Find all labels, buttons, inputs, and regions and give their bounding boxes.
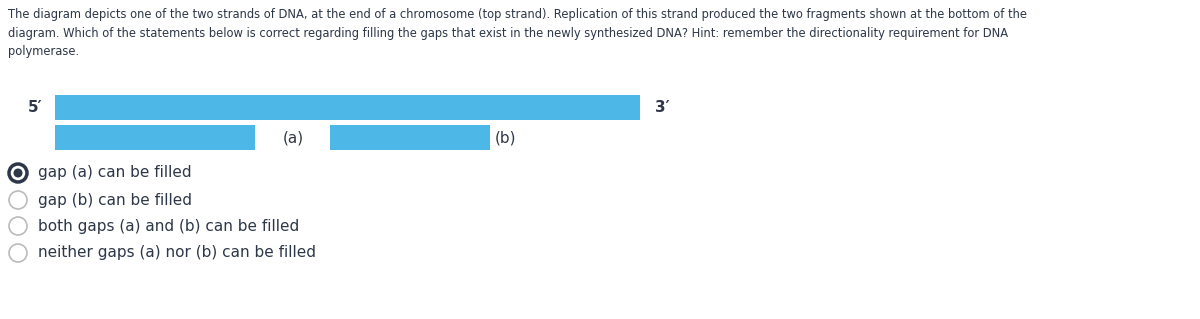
Bar bbox=[55, 95, 640, 120]
Ellipse shape bbox=[10, 244, 28, 262]
Ellipse shape bbox=[10, 217, 28, 235]
Text: (b): (b) bbox=[494, 130, 516, 145]
Text: gap (a) can be filled: gap (a) can be filled bbox=[38, 166, 192, 181]
Text: 5′: 5′ bbox=[28, 100, 42, 115]
Bar bbox=[55, 125, 256, 150]
Text: (a): (a) bbox=[282, 130, 304, 145]
Bar bbox=[330, 125, 490, 150]
Text: The diagram depicts one of the two strands of DNA, at the end of a chromosome (t: The diagram depicts one of the two stran… bbox=[8, 8, 1027, 58]
Text: both gaps (a) and (b) can be filled: both gaps (a) and (b) can be filled bbox=[38, 219, 299, 234]
Text: neither gaps (a) nor (b) can be filled: neither gaps (a) nor (b) can be filled bbox=[38, 246, 316, 261]
Ellipse shape bbox=[10, 164, 28, 182]
Ellipse shape bbox=[13, 168, 23, 177]
Text: 3′: 3′ bbox=[655, 100, 670, 115]
Ellipse shape bbox=[10, 191, 28, 209]
Text: gap (b) can be filled: gap (b) can be filled bbox=[38, 192, 192, 207]
